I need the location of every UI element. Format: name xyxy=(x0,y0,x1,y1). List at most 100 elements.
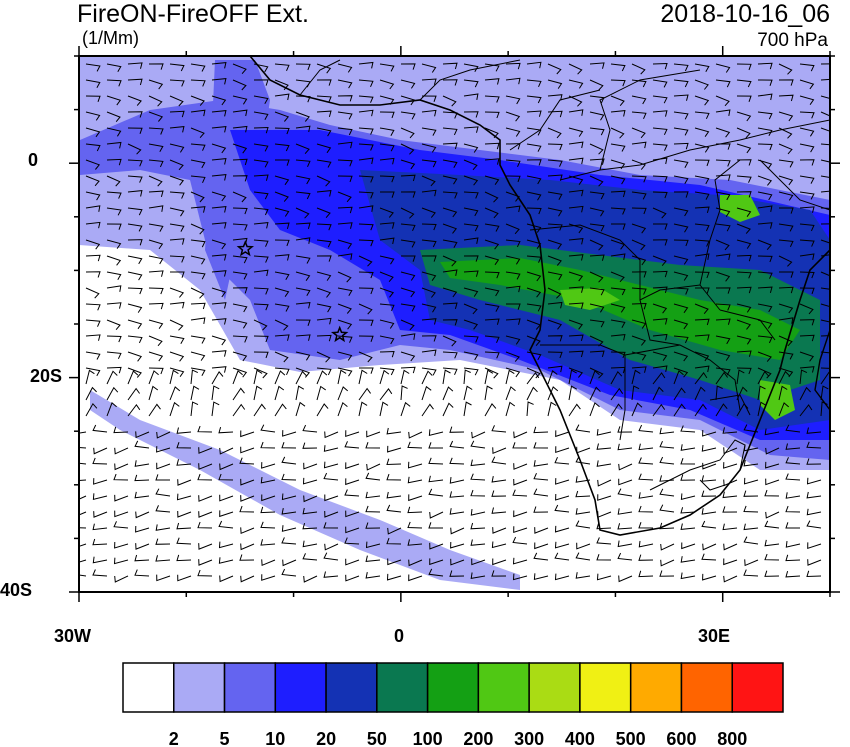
wind-barb xyxy=(463,63,479,73)
wind-barb xyxy=(442,287,458,298)
wind-barb xyxy=(282,559,297,567)
wind-barb xyxy=(197,473,213,481)
wind-barb xyxy=(197,521,213,529)
wind-barb xyxy=(379,287,395,298)
wind-barb xyxy=(198,447,213,454)
wind-barb xyxy=(190,369,199,385)
wind-barb xyxy=(190,79,206,87)
wind-barb xyxy=(407,506,423,514)
wind-barb xyxy=(736,367,752,375)
wind-barb xyxy=(673,175,689,185)
wind-barb xyxy=(736,319,752,330)
wind-barb xyxy=(253,385,263,401)
wind-barb xyxy=(470,539,486,546)
wind-barb xyxy=(799,95,815,105)
wind-barb xyxy=(778,286,794,294)
wind-barb xyxy=(106,386,119,401)
wind-barb xyxy=(106,255,122,266)
wind-barb xyxy=(337,206,353,214)
wind-barb xyxy=(169,386,181,401)
wind-barb xyxy=(365,442,381,449)
wind-barb xyxy=(92,523,108,531)
wind-barb xyxy=(442,269,458,276)
wind-barb xyxy=(547,319,563,330)
wind-barb xyxy=(148,239,164,250)
wind-barb xyxy=(673,142,689,150)
wind-barb xyxy=(400,369,410,385)
wind-barb xyxy=(806,441,822,449)
wind-barb xyxy=(715,287,731,294)
wind-barb xyxy=(358,127,374,135)
wind-barb xyxy=(555,430,570,438)
wind-barb xyxy=(177,510,192,518)
wind-barb xyxy=(610,387,624,401)
wind-barb xyxy=(421,189,437,197)
wind-barb xyxy=(407,521,423,529)
wind-barb xyxy=(113,473,129,481)
wind-barb xyxy=(680,493,696,501)
wind-barb xyxy=(253,287,269,295)
wind-barb xyxy=(365,541,381,549)
wind-barb xyxy=(820,271,830,283)
wind-barb xyxy=(85,319,101,327)
wind-barb xyxy=(379,175,395,183)
wind-barb xyxy=(463,287,479,297)
wind-barb xyxy=(736,386,748,401)
wind-barb xyxy=(400,287,416,298)
wind-barb xyxy=(659,441,675,449)
wind-barb xyxy=(135,431,150,439)
wind-barb xyxy=(429,542,444,550)
wind-barb xyxy=(211,95,227,106)
wind-barb xyxy=(281,508,297,515)
wind-barb xyxy=(799,319,815,326)
wind-barb xyxy=(400,111,416,120)
wind-barb xyxy=(407,441,423,449)
wind-barb xyxy=(597,479,612,487)
wind-barb xyxy=(547,351,563,359)
wind-barb xyxy=(695,287,710,294)
wind-barb xyxy=(484,95,500,103)
wind-barb xyxy=(589,158,605,165)
wind-barb xyxy=(702,573,717,581)
wind-barb xyxy=(547,386,559,401)
wind-barb xyxy=(554,525,570,533)
wind-barb xyxy=(470,522,486,530)
wind-barb xyxy=(428,457,444,465)
wind-barb xyxy=(505,239,521,248)
wind-barb xyxy=(274,93,290,101)
wind-barb xyxy=(421,175,436,187)
wind-barb xyxy=(736,350,752,357)
wind-barb xyxy=(484,78,500,85)
wind-barb xyxy=(85,239,101,250)
colorbar-box xyxy=(325,662,378,713)
wind-barb xyxy=(673,335,689,344)
wind-barb xyxy=(400,174,416,182)
wind-barb xyxy=(85,79,101,88)
wind-barb xyxy=(807,542,822,549)
wind-barb xyxy=(575,552,591,561)
wind-barb xyxy=(114,575,129,583)
wind-barb xyxy=(155,524,171,531)
wind-barb xyxy=(253,111,269,120)
wind-barb xyxy=(589,319,605,328)
wind-barb xyxy=(337,351,353,361)
wind-barb xyxy=(638,443,654,451)
wind-barb xyxy=(806,520,822,529)
wind-barb xyxy=(638,570,654,578)
wind-barb xyxy=(694,372,708,385)
wind-barb xyxy=(358,335,374,342)
wind-barb xyxy=(555,446,570,453)
wind-barb xyxy=(631,369,641,385)
wind-barb xyxy=(534,527,549,534)
wind-barb xyxy=(169,207,185,217)
wind-barb xyxy=(799,206,815,213)
wind-barb xyxy=(491,476,507,483)
wind-barb xyxy=(680,556,696,563)
wind-barb xyxy=(442,159,458,169)
wind-barb xyxy=(799,63,815,72)
wind-barb xyxy=(169,401,180,417)
wind-barb xyxy=(169,238,185,245)
wind-barb xyxy=(127,95,142,106)
wind-barb xyxy=(316,334,332,342)
wind-barb xyxy=(429,511,444,519)
